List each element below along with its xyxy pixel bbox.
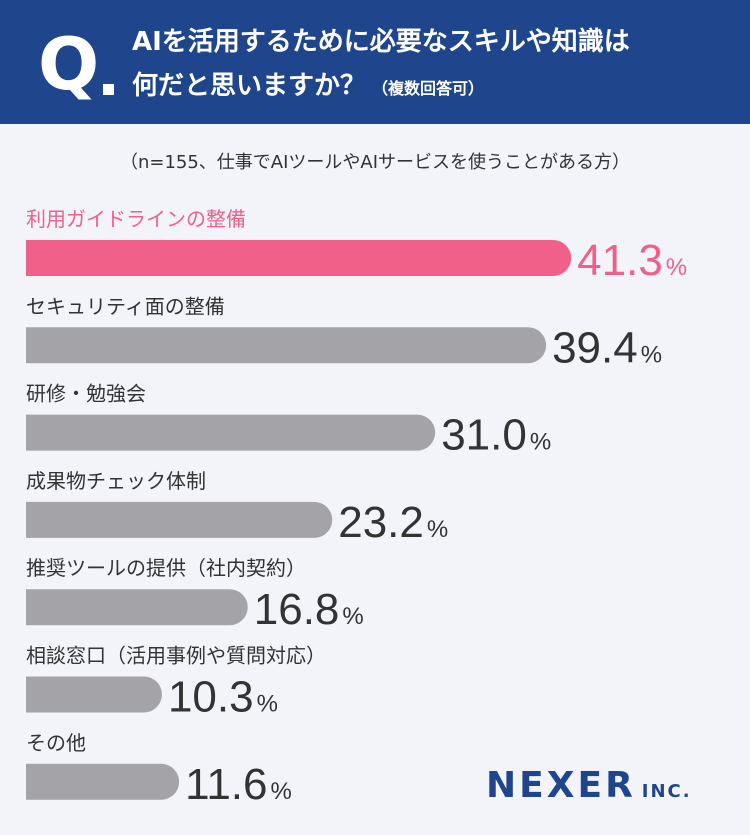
value-label: 41.3% [577, 236, 687, 285]
category-label: 研修・勉強会 [26, 382, 146, 406]
bar [26, 676, 162, 713]
category-label: 成果物チェック体制 [26, 469, 206, 493]
bar [26, 327, 547, 364]
category-label: その他 [26, 731, 86, 755]
bar [26, 763, 180, 800]
bar [26, 240, 572, 276]
question-text: 何だと思いますか？ [132, 71, 367, 101]
question-text-line2: 何だと思いますか？ （複数回答可） [132, 68, 484, 107]
category-label: 相談窓口（活用事例や質問対応） [26, 644, 326, 668]
value-label: 11.6% [185, 760, 292, 809]
value-label: 16.8% [254, 585, 364, 634]
sample-note: （n=155、仕事でAIツールやAIサービスを使うことがある方） [119, 152, 631, 173]
logo-suffix: INC. [641, 781, 692, 802]
bar [26, 589, 248, 626]
value-label: 31.0% [441, 411, 551, 460]
category-label: 利用ガイドラインの整備 [26, 207, 246, 231]
category-label: セキュリティ面の整備 [26, 294, 225, 318]
question-header: Q AIを活用するために必要なスキルや知識は 何だと思いますか？ （複数回答可） [0, 0, 750, 124]
question-dot [103, 84, 114, 95]
value-label: 39.4% [552, 323, 662, 372]
bar [26, 414, 436, 451]
bar [26, 501, 333, 538]
value-label: 10.3% [168, 673, 278, 722]
question-text-line1: AIを活用するために必要なスキルや知識は [132, 27, 630, 57]
question-mark-letter: Q [38, 22, 100, 106]
logo-wordmark: NEXER [486, 765, 636, 806]
question-note: （複数回答可） [372, 79, 485, 98]
category-label: 推奨ツールの提供（社内契約） [26, 556, 306, 580]
company-logo: NEXER INC. [486, 766, 692, 812]
value-label: 23.2% [338, 498, 448, 547]
